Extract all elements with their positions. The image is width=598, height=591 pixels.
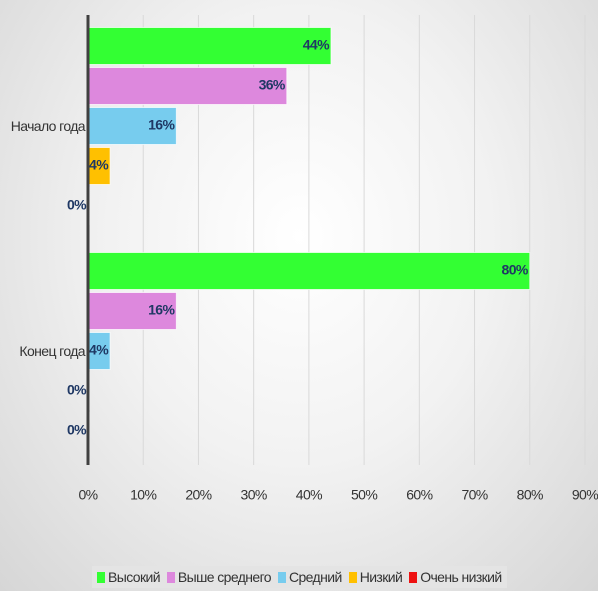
legend-item: Выше среднего — [166, 569, 272, 585]
legend-item: Очень низкий — [409, 569, 502, 585]
x-tick-label: 20% — [185, 487, 211, 503]
legend-item: Высокий — [97, 569, 161, 585]
legend-label: Очень низкий — [420, 569, 502, 585]
x-tick-label: 40% — [296, 487, 322, 503]
x-tick-label: 50% — [351, 487, 377, 503]
data-label: 4% — [89, 342, 109, 358]
bar — [87, 252, 531, 290]
legend-swatch — [277, 571, 286, 583]
legend-swatch — [409, 571, 418, 583]
bar — [87, 107, 177, 145]
x-tick-label: 60% — [406, 487, 432, 503]
bar — [87, 67, 288, 105]
data-label: 16% — [148, 302, 175, 318]
data-label: 4% — [89, 157, 109, 173]
data-label: 44% — [303, 37, 330, 53]
legend-swatch — [166, 571, 175, 583]
data-label: 80% — [502, 262, 529, 278]
data-label: 36% — [259, 77, 286, 93]
legend-label: Выше среднего — [177, 569, 272, 585]
x-tick-label: 90% — [572, 487, 598, 503]
x-tick-label: 0% — [78, 487, 97, 503]
legend-label: Высокий — [108, 569, 161, 585]
data-label: 0% — [67, 382, 87, 398]
bar — [87, 292, 177, 330]
legend-item: Низкий — [348, 569, 403, 585]
data-label: 0% — [67, 422, 87, 438]
legend-item: Средний — [277, 569, 342, 585]
data-label: 16% — [148, 117, 175, 133]
x-tick-label: 80% — [517, 487, 543, 503]
legend-swatch — [97, 571, 105, 583]
data-label: 0% — [67, 197, 87, 213]
x-tick-label: 10% — [130, 487, 156, 503]
chart: 0% 10% 20% 30% 40% 50% 60% 70% 80% 90% Начало года… — [11, 15, 598, 503]
x-tick-label: 30% — [241, 487, 267, 503]
x-tick-label: 70% — [461, 487, 487, 503]
y-tick-label: Начало года — [11, 118, 86, 134]
y-tick-label: Конец года — [19, 343, 85, 359]
bar — [87, 27, 332, 65]
legend-swatch — [348, 571, 357, 583]
legend-label: Средний — [288, 569, 342, 585]
legend: Высокий Выше среднего Средний Низкий Очень н… — [92, 566, 507, 588]
legend-label: Низкий — [359, 569, 403, 585]
